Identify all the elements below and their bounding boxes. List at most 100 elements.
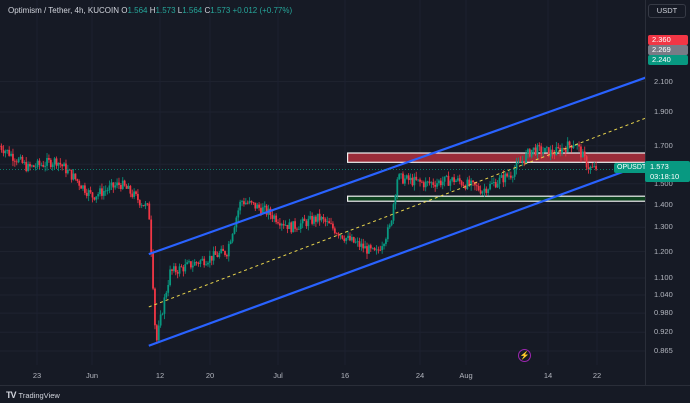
candle-body (21, 156, 24, 163)
legend-low-label: L (177, 6, 183, 15)
candle-body (53, 158, 56, 165)
candle-body (271, 215, 274, 219)
price-chart[interactable] (0, 0, 645, 385)
candle (23, 160, 26, 165)
candle-body (59, 162, 62, 165)
candle (178, 263, 181, 277)
candle-body (116, 182, 118, 186)
candle-body (137, 193, 139, 201)
candle (0, 143, 3, 153)
price-alert-tag[interactable]: 2.240 (648, 55, 688, 65)
candle-body (347, 235, 349, 238)
price-alert-tag[interactable]: 2.269 (648, 45, 688, 55)
candle-body (208, 255, 211, 263)
candle (254, 202, 257, 211)
price-zone (347, 152, 645, 163)
channel-mid-line (148, 117, 645, 308)
candle-body (339, 235, 342, 237)
candle (15, 159, 18, 166)
candle-body (97, 194, 100, 197)
candle (508, 170, 510, 180)
candle-body (288, 222, 291, 230)
candle-body (534, 147, 537, 155)
candle-body (432, 182, 435, 185)
candle-body (114, 185, 117, 188)
tradingview-logo[interactable]: TV TradingView (6, 390, 60, 400)
candle-body (275, 215, 278, 223)
candle-body (169, 269, 171, 285)
candle-body (438, 180, 440, 184)
candle (373, 247, 376, 251)
candle (233, 225, 236, 235)
candle (237, 207, 240, 223)
candle (197, 261, 200, 267)
candle-body (252, 202, 255, 204)
candle-body (99, 188, 101, 195)
candle (369, 243, 372, 252)
candle-body (78, 181, 81, 186)
candle-body (29, 163, 31, 167)
lightning-icon[interactable]: ⚡ (518, 349, 531, 362)
candle (402, 171, 404, 185)
candle-body (25, 162, 28, 171)
candle-body (445, 175, 448, 177)
candle-body (475, 185, 478, 187)
candle-body (154, 288, 156, 326)
candle-body (421, 181, 423, 183)
candle-body (0, 145, 1, 147)
candle (413, 173, 416, 191)
time-axis[interactable]: 23 Jun 12 20 Jul 16 24 Aug 14 22 (0, 365, 645, 385)
candle (377, 246, 380, 254)
candle (248, 197, 251, 205)
candle-body (299, 223, 302, 229)
candle-body (337, 233, 340, 236)
chart-canvas[interactable]: Optimism / Tether, 4h, KUCOIN O1.564 H1.… (0, 0, 650, 385)
candle (553, 150, 556, 160)
currency-button[interactable]: USDT (648, 4, 686, 18)
candle (581, 148, 584, 158)
candle-body (581, 151, 584, 158)
candle-body (282, 224, 285, 226)
candle-body (229, 241, 232, 244)
candle-body (436, 183, 438, 187)
candle (127, 183, 130, 190)
candle (32, 164, 35, 168)
candle-body (61, 164, 64, 167)
price-axis[interactable]: 2.1001.9001.7001.6001.5001.4001.3001.200… (645, 0, 690, 385)
candle (108, 180, 111, 194)
candle-body (152, 252, 154, 289)
candle-body (500, 175, 503, 178)
candle (307, 215, 310, 231)
price-alert-tag[interactable]: 2.360 (648, 35, 688, 45)
candle-body (301, 218, 304, 224)
candle (502, 170, 505, 188)
candle (80, 184, 83, 189)
candle (375, 245, 378, 255)
candle-body (375, 249, 378, 251)
candle-body (227, 243, 230, 257)
candle (76, 178, 79, 183)
candle (165, 290, 168, 300)
candle-body (171, 269, 173, 271)
candle-body (110, 182, 113, 186)
candle (191, 260, 194, 272)
candle-body (593, 166, 596, 167)
candle (201, 256, 204, 261)
candle-body (460, 181, 463, 186)
price-tick: 1.200 (654, 246, 673, 256)
candle-body (131, 193, 134, 197)
candle (218, 250, 221, 259)
candle-body (511, 176, 514, 178)
legend-close-label: C (204, 6, 211, 15)
legend-open: 1.564 (127, 6, 148, 15)
candle (239, 199, 242, 215)
candle-body (91, 192, 94, 198)
candle-body (366, 246, 368, 254)
candle (19, 154, 22, 160)
time-tick: 23 (32, 371, 42, 380)
candle (345, 237, 348, 245)
candle-body (167, 284, 170, 293)
candle-body (415, 176, 418, 180)
candle (297, 226, 300, 230)
candle (142, 205, 145, 207)
